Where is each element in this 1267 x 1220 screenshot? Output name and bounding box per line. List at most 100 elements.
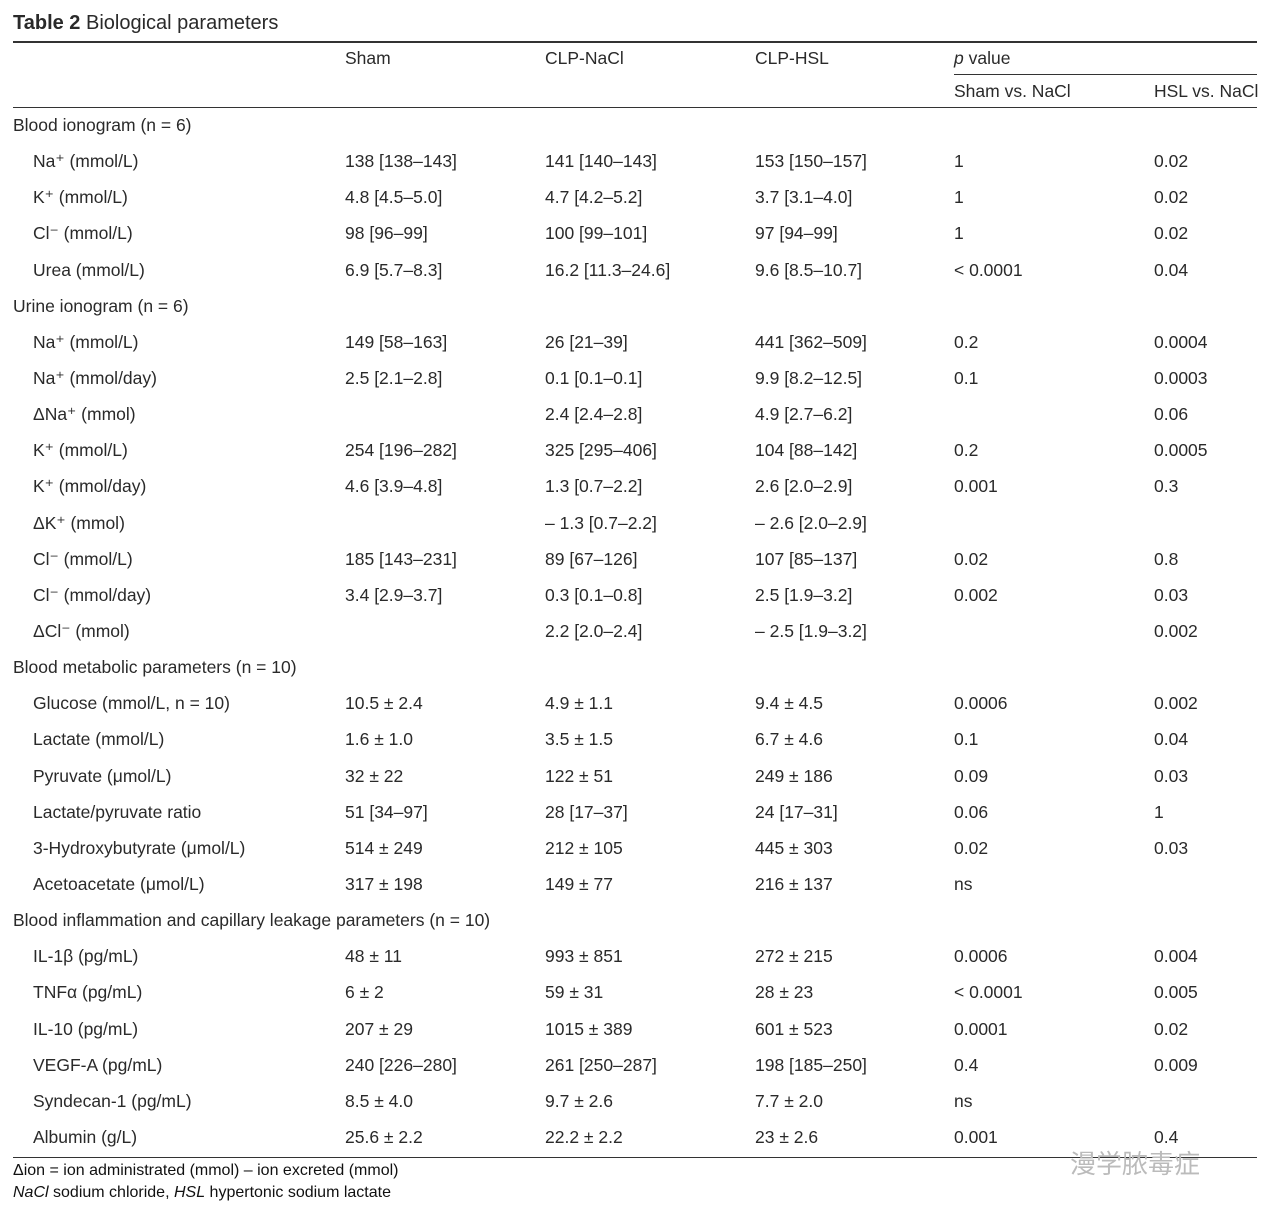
cell: 4.8 [4.5–5.0] (345, 187, 443, 208)
cell: 0.4 (954, 1054, 979, 1075)
row-label: IL-1β (pg/mL) (33, 946, 139, 967)
row-label: ΔK⁺ (mmol) (33, 512, 125, 533)
cell: 0.0003 (1154, 368, 1208, 388)
top-rule (13, 41, 1257, 43)
cell: 0.2 (954, 331, 979, 352)
cell: 0.005 (1154, 982, 1198, 1003)
cell: 48 ± 11 (345, 946, 402, 967)
row-label: ΔCl⁻ (mmol) (33, 621, 130, 641)
cell: 0.002 (954, 584, 998, 605)
column-subheader: Sham vs. NaCl (954, 81, 1071, 101)
cell: 0.0006 (954, 946, 1008, 967)
cell: < 0.0001 (954, 259, 1023, 280)
row-label: Cl⁻ (mmol/L) (33, 548, 133, 569)
cell: 0.001 (954, 1127, 998, 1147)
column-header: CLP-NaCl (545, 48, 624, 68)
row-label: Lactate/pyruvate ratio (33, 801, 202, 822)
cell: 1.6 ± 1.0 (345, 729, 413, 750)
section-title: Blood metabolic parameters (n = 10) (13, 657, 297, 678)
cell: 0.02 (1154, 187, 1189, 208)
cell: 0.06 (954, 801, 989, 822)
cell: 0.0004 (1154, 331, 1208, 352)
cell: 0.1 (954, 729, 979, 750)
cell: 9.7 ± 2.6 (545, 1090, 613, 1111)
cell: 2.5 [1.9–3.2] (755, 584, 853, 605)
cell: 207 ± 29 (345, 1018, 413, 1039)
row-label: 3-Hydroxybutyrate (μmol/L) (33, 837, 246, 858)
cell: 2.6 [2.0–2.9] (755, 476, 853, 497)
cell: 0.1 [0.1–0.1] (545, 368, 643, 388)
cell: – 2.6 [2.0–2.9] (755, 512, 867, 533)
cell: 10.5 ± 2.4 (345, 693, 423, 714)
header-rule (13, 107, 1257, 108)
cell: 7.7 ± 2.0 (755, 1090, 823, 1111)
cell: 254 [196–282] (345, 440, 457, 461)
row-label: Pyruvate (μmol/L) (33, 765, 172, 786)
cell: 6.9 [5.7–8.3] (345, 259, 443, 280)
cell: 0.1 (954, 368, 979, 388)
cell: 441 [362–509] (755, 331, 867, 352)
cell: 149 [58–163] (345, 331, 448, 352)
row-label: Na⁺ (mmol/L) (33, 151, 139, 172)
cell: 6 ± 2 (345, 982, 384, 1003)
cell: 601 ± 523 (755, 1018, 833, 1039)
cell: 993 ± 851 (545, 946, 623, 967)
cell: 0.04 (1154, 729, 1189, 750)
abbr: HSL (173, 1184, 206, 1201)
cell: – 2.5 [1.9–3.2] (755, 621, 867, 641)
cell: 216 ± 137 (755, 874, 833, 894)
cell: 2.5 [2.1–2.8] (345, 368, 443, 388)
cell: 28 [17–37] (545, 801, 628, 822)
abbr: NaCl (13, 1184, 49, 1201)
cell: 23 ± 2.6 (755, 1127, 819, 1147)
cell: 97 [94–99] (755, 223, 838, 244)
cell: 26 [21–39] (545, 331, 628, 352)
cell: 138 [138–143] (345, 151, 457, 172)
cell: 0.3 (1154, 476, 1179, 497)
bottom-rule (13, 1157, 1257, 1158)
cell: 4.7 [4.2–5.2] (545, 187, 643, 208)
cell: 0.4 (1154, 1127, 1179, 1147)
cell: 0.2 (954, 440, 979, 461)
cell: 240 [226–280] (345, 1054, 457, 1075)
row-label: Urea (mmol/L) (33, 259, 145, 280)
cell: 107 [85–137] (755, 548, 858, 569)
column-header: CLP-HSL (755, 48, 829, 68)
cell: 9.9 [8.2–12.5] (755, 368, 863, 388)
cell: 0.0006 (954, 693, 1008, 714)
p-text: value (968, 48, 1011, 68)
cell: 141 [140–143] (545, 151, 657, 172)
section-title: Blood inflammation and capillary leakage… (13, 910, 491, 931)
cell: 98 [96–99] (345, 223, 428, 244)
cell: 22.2 ± 2.2 (545, 1127, 623, 1147)
cell: 0.06 (1154, 404, 1189, 425)
cell: 198 [185–250] (755, 1054, 867, 1075)
title-label: Table 2 (13, 12, 81, 34)
cell: 514 ± 249 (345, 837, 423, 858)
cell: 0.0005 (1154, 440, 1208, 461)
cell: 2.2 [2.0–2.4] (545, 621, 643, 641)
cell: 0.009 (1154, 1054, 1198, 1075)
cell: 325 [295–406] (545, 440, 657, 461)
cell: < 0.0001 (954, 982, 1023, 1003)
cell: 0.03 (1154, 584, 1189, 605)
section-title: Urine ionogram (n = 6) (13, 295, 189, 316)
cell: 8.5 ± 4.0 (345, 1090, 413, 1111)
row-label: Cl⁻ (mmol/L) (33, 223, 133, 244)
cell: 0.02 (1154, 151, 1189, 172)
row-label: Glucose (mmol/L, n = 10) (33, 693, 230, 714)
cell: 445 ± 303 (755, 837, 833, 858)
cell: 0.004 (1154, 946, 1198, 967)
column-header: Sham (345, 48, 391, 68)
cell: 0.002 (1154, 693, 1198, 714)
row-label: Cl⁻ (mmol/day) (33, 584, 152, 605)
cell: 1 (954, 223, 964, 244)
cell: 153 [150–157] (755, 151, 867, 172)
cell: 4.9 ± 1.1 (545, 693, 613, 714)
cell: 1 (1154, 801, 1164, 822)
cell: 0.3 [0.1–0.8] (545, 584, 643, 605)
cell: 51 [34–97] (345, 801, 428, 822)
row-label: TNFα (pg/mL) (33, 982, 143, 1003)
cell: 212 ± 105 (545, 837, 623, 858)
cell: 28 ± 23 (755, 982, 814, 1003)
